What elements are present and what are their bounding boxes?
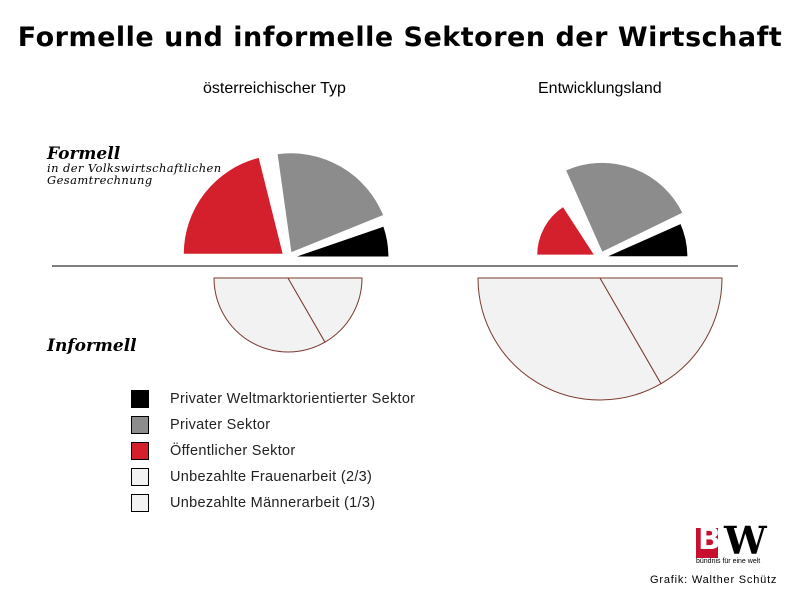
slice-informal-1-unpaid-men — [599, 277, 723, 385]
legend-swatch-public — [131, 442, 149, 460]
legend-item-private-world: Privater Weltmarktorientierter Sektor — [131, 386, 415, 412]
legend: Privater Weltmarktorientierter Sektor Pr… — [131, 386, 415, 516]
slice-formal-1-private — [564, 161, 684, 254]
legend-swatch-unpaid-women — [131, 468, 149, 486]
bw-logo: B W bündnis für eine welt — [696, 518, 768, 570]
logo-red-block — [696, 528, 718, 558]
legend-item-unpaid-men: Unbezahlte Männerarbeit (1/3) — [131, 490, 415, 516]
group-label-developing: Entwicklungsland — [538, 80, 662, 97]
legend-label: Unbezahlte Frauenarbeit (2/3) — [170, 469, 373, 485]
group-label-austria: österreichischer Typ — [203, 80, 346, 97]
legend-swatch-private — [131, 416, 149, 434]
formell-title: Formell — [47, 144, 121, 164]
slice-formal-1-private-world — [605, 222, 689, 258]
credit-line: Grafik: Walther Schütz — [650, 574, 778, 586]
slice-informal-1-unpaid-women — [477, 277, 662, 401]
legend-item-public: Öffentlicher Sektor — [131, 438, 415, 464]
slice-formal-0-private-world — [293, 225, 390, 258]
logo-letter-w: W — [724, 518, 767, 563]
legend-label: Öffentlicher Sektor — [170, 443, 296, 459]
formell-label: Formell in der Volkswirtschaftlichen Ges… — [47, 146, 222, 186]
formell-line2: Gesamtrechnung — [47, 172, 153, 187]
legend-item-unpaid-women: Unbezahlte Frauenarbeit (2/3) — [131, 464, 415, 490]
legend-label: Privater Weltmarktorientierter Sektor — [170, 391, 416, 407]
legend-label: Unbezahlte Männerarbeit (1/3) — [170, 495, 376, 511]
legend-item-private: Privater Sektor — [131, 412, 415, 438]
slice-formal-0-public — [182, 156, 284, 255]
legend-swatch-unpaid-men — [131, 494, 149, 512]
informell-label: Informell — [47, 336, 137, 356]
chart-title: Formelle und informelle Sektoren der Wir… — [17, 22, 783, 53]
legend-swatch-private-world — [131, 390, 149, 408]
slice-informal-0-unpaid-men — [287, 277, 363, 343]
formell-line1: in der Volkswirtschaftlichen — [47, 161, 222, 175]
slice-formal-0-private — [276, 152, 385, 254]
slice-formal-1-public — [536, 205, 596, 256]
slice-informal-0-unpaid-women — [213, 277, 326, 353]
legend-label: Privater Sektor — [170, 417, 271, 433]
logo-tagline: bündnis für eine welt — [696, 558, 761, 565]
logo-letter-b: B — [698, 522, 721, 557]
